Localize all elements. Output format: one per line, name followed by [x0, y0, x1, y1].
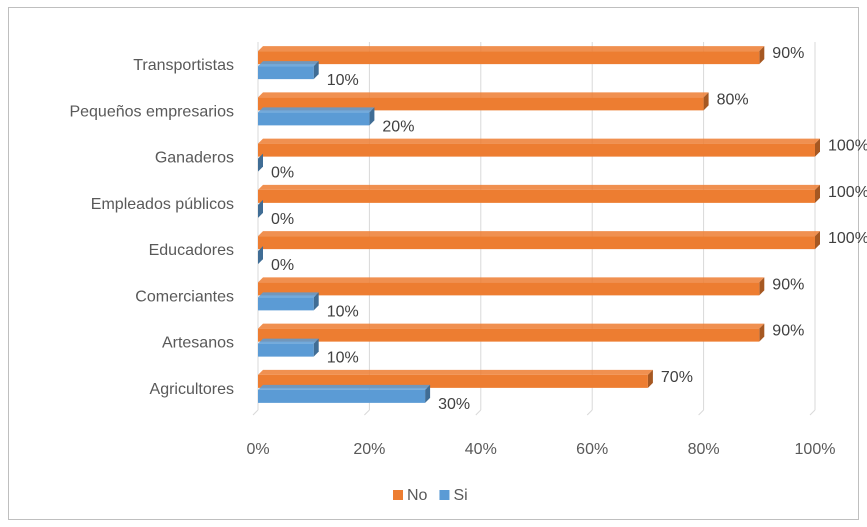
- bar: [258, 97, 704, 111]
- gridline-floor: [364, 409, 370, 416]
- bar: [258, 112, 370, 126]
- bar: [258, 236, 815, 250]
- x-tick-label: 0%: [246, 441, 269, 458]
- bar: [258, 343, 314, 357]
- legend-label: No: [407, 487, 428, 504]
- bar-top-face: [258, 61, 319, 67]
- bar-top-face: [258, 184, 820, 190]
- bar: [258, 389, 426, 403]
- bar-side-face: [258, 246, 263, 265]
- data-label: 10%: [327, 72, 359, 89]
- bar: [258, 143, 815, 157]
- data-label: 90%: [772, 323, 804, 340]
- category-label: Transportistas: [133, 57, 234, 74]
- bar: [258, 297, 314, 311]
- bar-side-face: [759, 46, 765, 65]
- data-label: 0%: [271, 257, 294, 274]
- data-label: 10%: [327, 303, 359, 320]
- bar-top-face: [258, 107, 375, 113]
- category-label: Comerciantes: [135, 288, 234, 305]
- bar: [258, 51, 760, 65]
- x-tick-label: 100%: [795, 441, 836, 458]
- legend-label: Si: [453, 487, 467, 504]
- data-label: 80%: [717, 91, 749, 108]
- category-label: Artesanos: [162, 335, 234, 352]
- data-label: 90%: [772, 276, 804, 293]
- bar-top-face: [258, 138, 820, 144]
- bar-side-face: [759, 323, 765, 342]
- x-tick-label: 60%: [576, 441, 608, 458]
- category-label: Pequeños empresarios: [69, 103, 234, 120]
- data-label: 100%: [828, 138, 867, 155]
- bar-side-face: [313, 292, 319, 311]
- bar: [258, 328, 760, 342]
- bar-top-face: [258, 277, 765, 283]
- legend-swatch: [439, 490, 450, 500]
- bar-side-face: [703, 92, 709, 111]
- bar-side-face: [815, 138, 820, 157]
- bar-side-face: [258, 199, 263, 218]
- data-label: 100%: [828, 230, 867, 247]
- category-label: Agricultores: [150, 381, 234, 398]
- data-label: 30%: [438, 396, 470, 413]
- bar: [258, 374, 648, 388]
- data-label: 0%: [271, 165, 294, 182]
- bar-side-face: [647, 369, 653, 388]
- bar-top-face: [258, 369, 653, 375]
- gridline-floor: [475, 409, 482, 416]
- bar-side-face: [313, 338, 319, 357]
- bar-side-face: [425, 384, 431, 403]
- bar-side-face: [815, 231, 820, 250]
- data-label: 100%: [828, 184, 867, 201]
- bar-top-face: [258, 292, 319, 298]
- bar-top-face: [258, 231, 820, 237]
- bar-side-face: [759, 277, 765, 296]
- bar-top-face: [258, 323, 765, 329]
- x-tick-label: 80%: [688, 441, 720, 458]
- bar: [258, 282, 760, 296]
- bar-side-face: [369, 107, 375, 126]
- bar-side-face: [815, 184, 820, 203]
- data-label: 70%: [661, 369, 693, 386]
- data-label: 10%: [327, 350, 359, 367]
- legend-swatch: [393, 490, 403, 500]
- bar-side-face: [313, 61, 319, 80]
- category-label: Ganaderos: [155, 150, 234, 167]
- x-tick-label: 40%: [465, 441, 497, 458]
- bar: [258, 66, 314, 80]
- bar-side-face: [258, 153, 263, 172]
- gridline-floor: [252, 409, 259, 416]
- data-label: 0%: [271, 211, 294, 228]
- data-label: 20%: [382, 118, 414, 135]
- bar-top-face: [258, 338, 319, 344]
- x-tick-label: 20%: [353, 441, 385, 458]
- gridline-floor: [809, 409, 816, 416]
- category-label: Educadores: [149, 242, 234, 259]
- gridline-floor: [586, 409, 593, 416]
- bar-top-face: [258, 384, 431, 390]
- data-label: 90%: [772, 45, 804, 62]
- bar: [258, 189, 815, 203]
- category-label: Empleados públicos: [91, 196, 234, 213]
- bar-top-face: [258, 46, 765, 52]
- gridline-floor: [698, 409, 704, 416]
- bar-top-face: [258, 92, 709, 98]
